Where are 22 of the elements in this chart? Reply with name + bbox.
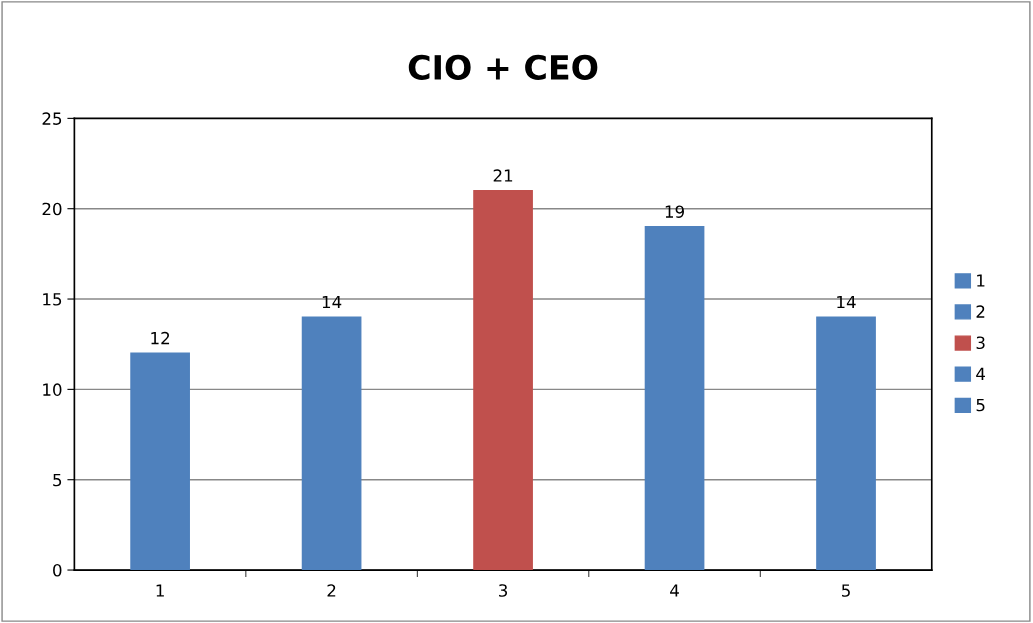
- legend-label: 1: [977, 274, 985, 287]
- x-tick-label: 5: [842, 584, 850, 597]
- x-tick-label: 4: [670, 584, 679, 597]
- y-tick-label: 20: [42, 202, 62, 216]
- data-label: 21: [493, 169, 513, 182]
- data-label: 14: [322, 295, 342, 309]
- y-tick-label: 15: [43, 293, 62, 306]
- data-label: 19: [665, 205, 684, 218]
- y-tick-label: 0: [53, 564, 62, 577]
- x-tick-label: 2: [327, 584, 336, 597]
- legend-label: 3: [976, 336, 985, 350]
- data-label: 14: [837, 295, 856, 309]
- y-tick-label: 25: [42, 112, 62, 125]
- x-tick-label: 3: [499, 584, 508, 597]
- y-tick-label: 5: [53, 473, 62, 487]
- y-tick-label: 10: [43, 383, 62, 396]
- data-label: 12: [151, 331, 170, 345]
- legend-label: 2: [976, 305, 985, 318]
- legend-label: 4: [976, 367, 986, 380]
- x-tick-label: 1: [156, 584, 164, 597]
- legend-label: 5: [976, 398, 985, 412]
- chart-title: CIO + CEO: [408, 54, 598, 80]
